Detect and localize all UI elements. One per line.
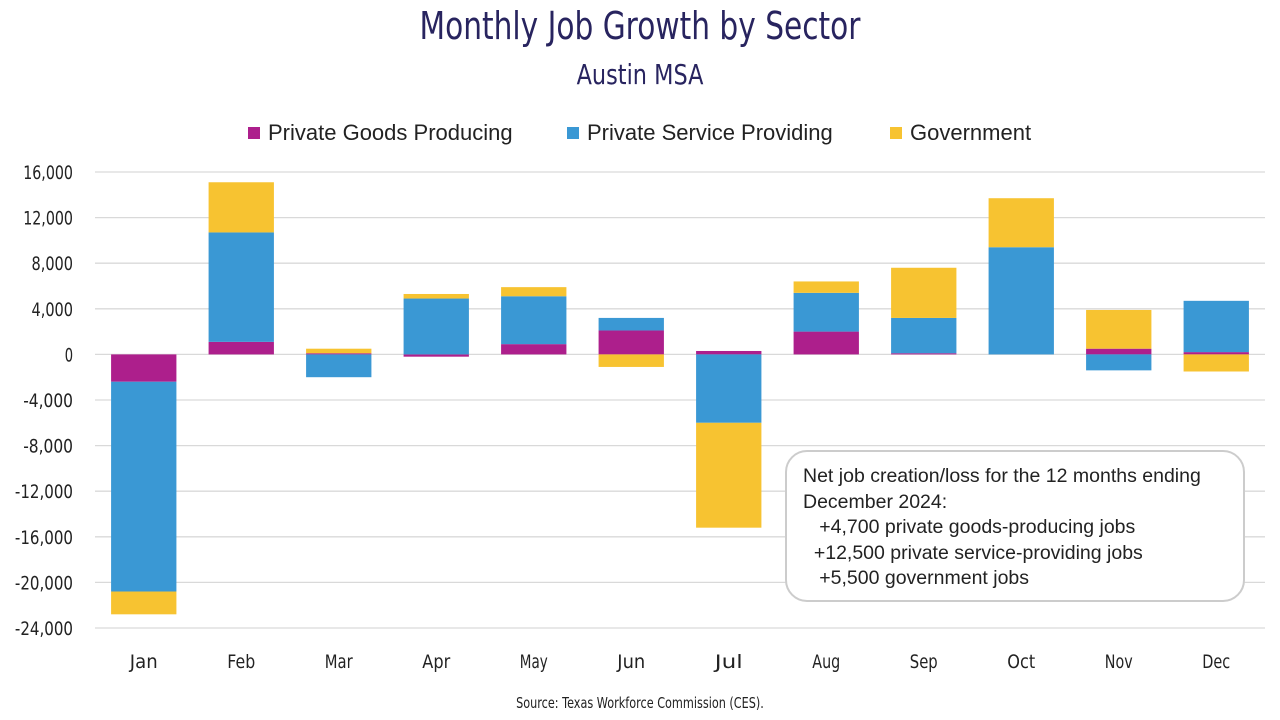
legend-item-government[interactable]: Government: [890, 118, 1031, 148]
legend-item-service[interactable]: Private Service Providing: [567, 118, 833, 148]
annotation-line: +12,500 private service-providing jobs: [803, 541, 1143, 564]
x-tick-label: Aug: [812, 651, 840, 673]
bar-segment: [111, 354, 177, 382]
bar-segment: [111, 381, 177, 592]
bar-segment: [1086, 309, 1152, 349]
annotation-line: +5,500 government jobs: [803, 567, 1030, 589]
y-tick-label: 16,000: [23, 162, 73, 184]
bar-segment: [793, 331, 859, 355]
x-tick-label: Mar: [325, 651, 353, 673]
bar-segment: [793, 292, 859, 332]
x-tick-label: Dec: [1202, 651, 1230, 673]
y-tick-label: -8,000: [23, 436, 73, 458]
y-tick-label: -24,000: [15, 618, 73, 640]
x-tick-label: Jun: [616, 651, 645, 673]
bar-segment: [1086, 354, 1152, 371]
bar-segment: [891, 353, 957, 355]
annotation-box: Net job creation/loss for the 12 months …: [785, 450, 1245, 602]
bar-segment: [111, 591, 177, 615]
annotation-line: Net job creation/loss for the 12 months …: [803, 465, 1201, 487]
bar-segment: [403, 293, 469, 299]
x-tick-label: Oct: [1007, 651, 1035, 673]
bar-segment: [598, 317, 664, 331]
y-axis-ticks: 16,000 12,000 8,000 4,000 0 -4,000 -8,000 -12,0…: [15, 162, 73, 640]
bar-segment: [306, 348, 372, 354]
bar-segment: [1183, 354, 1249, 372]
bar-segment: [501, 287, 567, 297]
bar-segment: [208, 341, 274, 355]
bar-segment: [403, 354, 469, 357]
bar-segment: [501, 296, 567, 345]
legend-swatch-government: [890, 127, 902, 139]
bar-segment: [598, 354, 664, 367]
legend: Private Goods Producing Private Service …: [0, 118, 1280, 148]
bar-segment: [696, 354, 762, 423]
x-tick-label: Jan: [129, 651, 158, 673]
y-tick-label: 0: [65, 344, 73, 366]
bar-segment: [891, 317, 957, 354]
bar-segment: [598, 330, 664, 355]
bar-segment: [306, 353, 372, 355]
x-tick-label: May: [520, 651, 548, 673]
bar-segment: [208, 232, 274, 342]
bar-segment: [988, 198, 1054, 248]
y-tick-label: -20,000: [15, 572, 73, 594]
bars: [111, 182, 1249, 615]
y-tick-label: 8,000: [32, 253, 74, 275]
legend-label-service: Private Service Providing: [587, 120, 833, 145]
legend-label-government: Government: [910, 120, 1032, 145]
bar-segment: [696, 422, 762, 528]
bar-segment: [306, 354, 372, 378]
bar-segment: [1183, 300, 1249, 353]
x-tick-label: Sep: [910, 651, 938, 673]
x-tick-label: Apr: [422, 651, 450, 673]
y-tick-label: -12,000: [15, 481, 73, 503]
bar-segment: [501, 344, 567, 355]
bar-segment: [208, 182, 274, 233]
y-tick-label: -4,000: [23, 390, 73, 412]
annotation-line: December 2024:: [803, 490, 948, 513]
x-tick-label: Nov: [1105, 651, 1133, 673]
x-tick-label: Feb: [227, 651, 255, 673]
y-tick-label: 4,000: [32, 299, 74, 321]
annotation-line: +4,700 private goods-producing jobs: [803, 516, 1136, 538]
bar-segment: [1183, 352, 1249, 355]
bar-segment: [793, 281, 859, 293]
legend-swatch-goods: [248, 127, 260, 139]
y-tick-label: 12,000: [23, 208, 73, 230]
chart-title: Monthly Job Growth by Sector: [419, 4, 861, 48]
bar-segment: [1086, 348, 1152, 355]
legend-item-goods[interactable]: Private Goods Producing: [248, 118, 513, 148]
bar-segment: [403, 298, 469, 355]
y-tick-label: -16,000: [15, 527, 73, 549]
legend-swatch-service: [567, 127, 579, 139]
x-tick-label: Jul: [714, 651, 743, 673]
bar-segment: [988, 247, 1054, 355]
source-note: Source: Texas Workforce Commission (CES)…: [516, 694, 764, 712]
chart-subtitle: Austin MSA: [576, 58, 704, 91]
legend-label-goods: Private Goods Producing: [268, 120, 513, 145]
x-axis-ticks: Jan Feb Mar Apr May Jun Jul Aug Sep Oct Nov Dec: [129, 651, 1230, 673]
bar-segment: [891, 267, 957, 318]
bar-segment: [696, 350, 762, 355]
